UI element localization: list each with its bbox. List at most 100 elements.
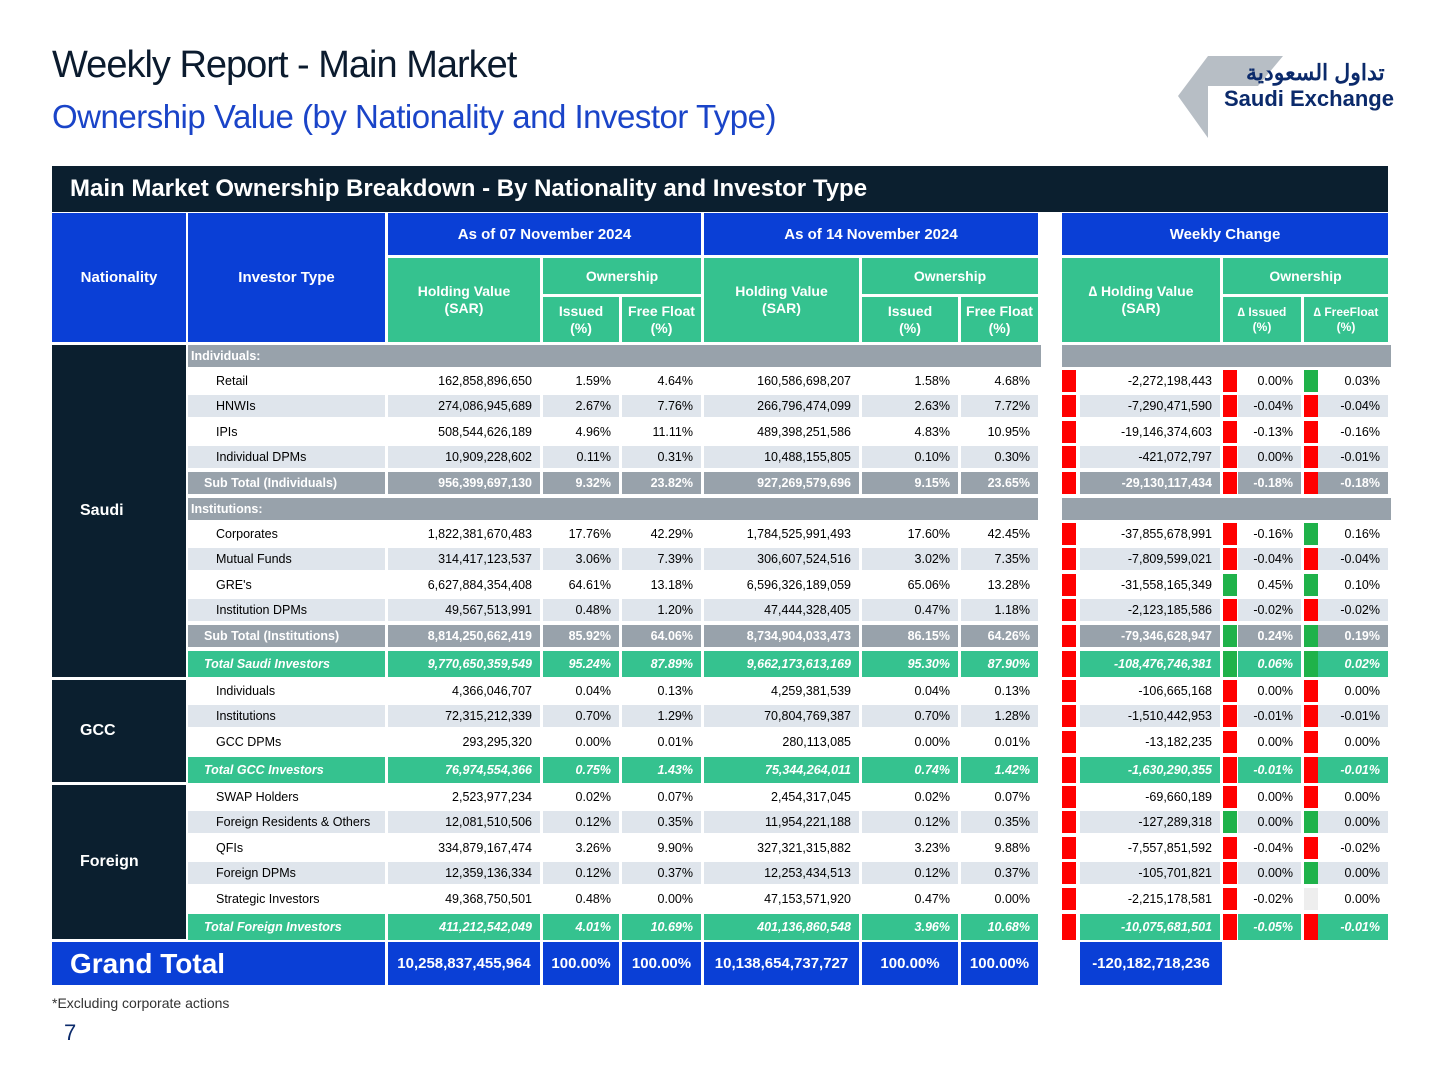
- cell-dv: -421,072,797: [1080, 446, 1220, 468]
- cell-df: 0.19%: [1318, 625, 1388, 647]
- cell-v2: 327,321,315,882: [757, 841, 851, 855]
- cell-v1: 508,544,626,189: [438, 425, 532, 439]
- cell-label: GRE's: [216, 578, 252, 592]
- change-indicator-red: [1062, 370, 1076, 392]
- cell-di: 0.00%: [1257, 735, 1293, 749]
- change-indicator-red: [1304, 786, 1318, 808]
- cell-f1: 0.37%: [622, 862, 701, 884]
- change-indicator-red: [1304, 731, 1318, 753]
- cell-v2: 10,488,155,805: [704, 446, 859, 468]
- change-indicator-red: [1304, 446, 1318, 468]
- change-indicator-red: [1062, 472, 1076, 494]
- cell-label: Institutions: [188, 705, 385, 727]
- grand-total-issued-2: 100.00%: [862, 942, 958, 985]
- change-indicator-red: [1223, 731, 1237, 753]
- cell-f1: 42.29%: [650, 527, 693, 541]
- cell-i1: 0.12%: [543, 862, 619, 884]
- header-delta-holding-value: ∆ Holding Value (SAR): [1062, 258, 1220, 342]
- cell-i1: 4.96%: [575, 425, 611, 439]
- nationality-foreign: Foreign: [52, 785, 186, 939]
- cell-di: -0.04%: [1253, 841, 1293, 855]
- logo-english-text: Saudi Exchange: [1224, 86, 1394, 111]
- cell-df: 0.00%: [1344, 892, 1380, 906]
- cell-i1: 1.59%: [575, 374, 611, 388]
- sar-label: (SAR): [1121, 300, 1161, 316]
- cell-f2: 9.88%: [994, 841, 1030, 855]
- change-indicator-red: [1304, 705, 1318, 727]
- change-indicator-red: [1062, 625, 1076, 647]
- cell-v1: 956,399,697,130: [388, 472, 540, 494]
- cell-i1: 95.24%: [543, 651, 619, 677]
- free-float-label: Free Float: [966, 302, 1033, 319]
- cell-label: Institution DPMs: [188, 599, 385, 621]
- sar-label: (SAR): [444, 300, 484, 316]
- cell-f2: 1.42%: [961, 757, 1038, 783]
- cell-f2: 23.65%: [961, 472, 1038, 494]
- grand-total-delta-value: -120,182,718,236: [1080, 942, 1222, 985]
- delta-issued-label: ∆ Issued: [1237, 304, 1287, 319]
- cell-di: 0.00%: [1257, 790, 1293, 804]
- cell-i1: 0.02%: [575, 790, 611, 804]
- change-indicator-red: [1304, 914, 1318, 940]
- cell-i2: 0.02%: [914, 790, 950, 804]
- cell-di: 0.06%: [1238, 651, 1301, 677]
- cell-i1: 2.67%: [543, 395, 619, 417]
- cell-v1: 4,366,046,707: [452, 684, 532, 698]
- cell-label: Sub Total (Individuals): [188, 472, 385, 494]
- change-indicator-green: [1223, 651, 1237, 677]
- cell-di: 0.00%: [1238, 811, 1301, 833]
- change-indicator-red: [1223, 548, 1237, 570]
- cell-label: Strategic Investors: [216, 892, 320, 906]
- cell-di: 0.45%: [1257, 578, 1293, 592]
- header-free-float-1: Free Float (%): [622, 297, 701, 342]
- cell-v1: 334,879,167,474: [438, 841, 532, 855]
- cell-i2: 95.30%: [862, 651, 958, 677]
- cell-f2: 87.90%: [961, 651, 1038, 677]
- pct-label: (%): [988, 319, 1011, 336]
- cell-dv: -37,855,678,991: [1120, 527, 1212, 541]
- cell-i2: 0.04%: [914, 684, 950, 698]
- cell-df: 0.16%: [1344, 527, 1380, 541]
- cell-v1: 49,368,750,501: [445, 892, 532, 906]
- cell-f1: 11.11%: [652, 425, 693, 439]
- cell-v1: 2,523,977,234: [452, 790, 532, 804]
- cell-dv: -7,290,471,590: [1080, 395, 1220, 417]
- change-indicator-green: [1304, 811, 1318, 833]
- cell-v1: 10,909,228,602: [388, 446, 540, 468]
- header-issued-1: Issued (%): [543, 297, 619, 342]
- change-indicator-red: [1062, 548, 1076, 570]
- cell-dv: -105,701,821: [1080, 862, 1220, 884]
- cell-v2: 1,784,525,991,493: [746, 527, 851, 541]
- cell-i2: 2.63%: [862, 395, 958, 417]
- cell-label: GCC DPMs: [216, 735, 282, 749]
- cell-f1: 7.76%: [622, 395, 701, 417]
- cell-f2: 0.35%: [961, 811, 1038, 833]
- cell-f1: 0.00%: [657, 892, 693, 906]
- cell-di: -0.02%: [1253, 892, 1293, 906]
- cell-label: IPIs: [216, 425, 238, 439]
- pct-label: (%): [1336, 319, 1356, 334]
- change-indicator-red: [1223, 446, 1237, 468]
- cell-f2: 64.26%: [961, 625, 1038, 647]
- pct-label: (%): [1252, 319, 1272, 334]
- cell-df: -0.01%: [1318, 757, 1388, 783]
- change-indicator-red: [1223, 914, 1237, 940]
- cell-i2: 0.74%: [862, 757, 958, 783]
- cell-v1: 49,567,513,991: [388, 599, 540, 621]
- cell-f1: 0.31%: [622, 446, 701, 468]
- cell-v1: 8,814,250,662,419: [388, 625, 540, 647]
- change-indicator-red: [1062, 574, 1076, 596]
- section-institutions-change: [1062, 498, 1391, 520]
- cell-i1: 4.01%: [543, 914, 619, 940]
- section-individuals-change: [1062, 345, 1391, 367]
- cell-v2: 489,398,251,586: [757, 425, 851, 439]
- cell-i1: 64.61%: [568, 578, 611, 592]
- cell-v2: 266,796,474,099: [704, 395, 859, 417]
- cell-v2: 2,454,317,045: [771, 790, 851, 804]
- cell-di: -0.16%: [1253, 527, 1293, 541]
- cell-f1: 13.18%: [650, 578, 693, 592]
- cell-i2: 86.15%: [862, 625, 958, 647]
- change-indicator-gray: [1304, 888, 1318, 910]
- cell-v1: 162,858,896,650: [438, 374, 532, 388]
- change-indicator-red: [1223, 523, 1237, 545]
